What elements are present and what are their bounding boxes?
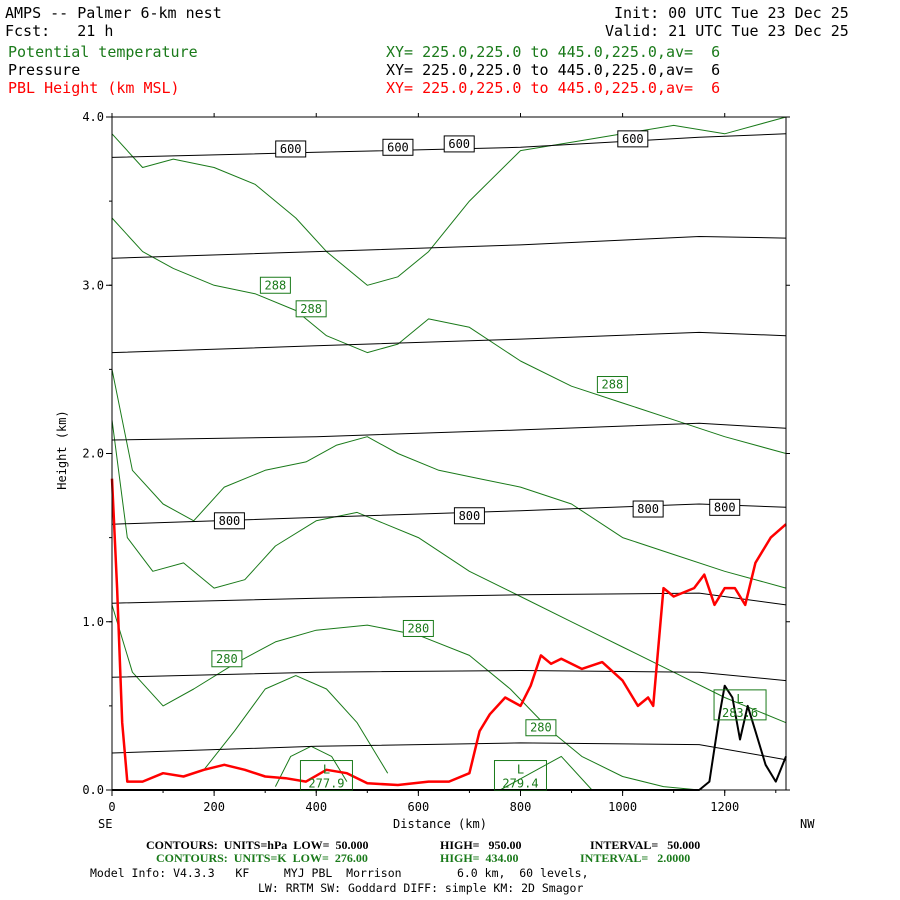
y-tick-label-0: 0.0 xyxy=(82,783,104,797)
x-tick-label-0: 0 xyxy=(108,800,115,814)
pressure-contour-650 xyxy=(111,236,787,259)
plot-frame xyxy=(111,116,787,791)
footer-physics-info: LW: RRTM SW: Goddard DIFF: simple KM: 2D… xyxy=(258,881,584,895)
svg-text:600: 600 xyxy=(448,137,470,151)
pressure-contour-750 xyxy=(111,422,787,441)
theta-contour-4 xyxy=(111,604,700,791)
theta-contour-2 xyxy=(111,369,787,589)
y-tick-label-2: 2.0 xyxy=(82,447,104,461)
contour-label-5: 800 xyxy=(453,507,485,525)
contour-label-13: 280 xyxy=(525,719,557,737)
svg-text:L: L xyxy=(517,763,524,777)
pressure-contour-850 xyxy=(111,592,787,606)
svg-text:L: L xyxy=(323,763,330,777)
theta-contour-5 xyxy=(203,675,389,774)
x-right-end-label: NW xyxy=(800,817,815,831)
field-pbl-label: PBL Height (km MSL) xyxy=(8,79,180,97)
x-left-end-label: SE xyxy=(98,817,112,831)
contour-label-2: 600 xyxy=(443,135,475,153)
svg-text:600: 600 xyxy=(280,142,302,156)
xy-theta: XY= 225.0,225.0 to 445.0,225.0,av= 6 xyxy=(386,43,721,61)
svg-text:600: 600 xyxy=(622,132,644,146)
contour-label-7: 800 xyxy=(709,498,741,516)
svg-text:800: 800 xyxy=(459,509,481,523)
field-theta-label: Potential temperature xyxy=(8,43,198,61)
footer-model-info: Model Info: V4.3.3 KF MYJ PBL Morrison 6… xyxy=(90,866,589,880)
pressure-contour-700 xyxy=(111,331,787,354)
svg-text:800: 800 xyxy=(714,500,736,514)
footer-theta-interval: INTERVAL= 2.0000 xyxy=(580,851,691,865)
xy-pbl: XY= 225.0,225.0 to 445.0,225.0,av= 6 xyxy=(386,79,721,97)
pbl-height-line xyxy=(110,478,787,787)
svg-text:288: 288 xyxy=(602,378,624,392)
terrain-line xyxy=(112,684,787,791)
footer-theta-high: HIGH= 434.00 xyxy=(440,851,519,865)
svg-text:288: 288 xyxy=(265,278,287,292)
x-tick-label-600: 600 xyxy=(408,800,430,814)
contour-label-4: 800 xyxy=(213,512,245,530)
contour-label-8: 288 xyxy=(259,276,291,294)
forecast-hour: Fcst: 21 h xyxy=(5,22,114,40)
svg-text:280: 280 xyxy=(408,621,430,635)
init-time: Init: 00 UTC Tue 23 Dec 25 xyxy=(614,4,849,22)
pressure-contour-900 xyxy=(111,670,787,682)
x-tick-label-800: 800 xyxy=(510,800,532,814)
svg-text:283.6: 283.6 xyxy=(722,706,758,720)
contour-label-10: 288 xyxy=(596,376,628,394)
x-axis-label: Distance (km) xyxy=(393,817,487,831)
pressure-contour-600 xyxy=(111,133,787,158)
x-tick-label-200: 200 xyxy=(203,800,225,814)
svg-text:288: 288 xyxy=(300,302,322,316)
xy-pressure: XY= 225.0,225.0 to 445.0,225.0,av= 6 xyxy=(386,61,721,79)
contour-label-6: 800 xyxy=(632,500,664,518)
svg-text:600: 600 xyxy=(387,140,409,154)
y-tick-label-1: 1.0 xyxy=(82,615,104,629)
contour-label-1: 600 xyxy=(382,138,414,156)
svg-text:280: 280 xyxy=(216,652,238,666)
x-tick-label-1000: 1000 xyxy=(608,800,637,814)
footer-pressure-interval: INTERVAL= 50.000 xyxy=(590,838,701,852)
y-tick-label-4: 4.0 xyxy=(82,110,104,124)
footer-pressure-high: HIGH= 950.00 xyxy=(440,838,522,852)
theta-contour-1 xyxy=(111,217,787,454)
svg-text:L: L xyxy=(736,692,743,706)
svg-text:280: 280 xyxy=(530,721,552,735)
svg-text:800: 800 xyxy=(219,514,241,528)
contour-label-3: 600 xyxy=(617,130,649,148)
x-tick-label-400: 400 xyxy=(305,800,327,814)
contour-label-11: 280 xyxy=(211,650,243,668)
y-axis-label: Height (km) xyxy=(55,410,69,489)
svg-text:279.4: 279.4 xyxy=(502,777,538,791)
valid-time: Valid: 21 UTC Tue 23 Dec 25 xyxy=(605,22,849,40)
model-title: AMPS -- Palmer 6-km nest xyxy=(5,4,222,22)
svg-text:277.9: 277.9 xyxy=(308,777,344,791)
field-pressure-label: Pressure xyxy=(8,61,81,79)
svg-text:800: 800 xyxy=(637,502,659,516)
theta-contour-3 xyxy=(111,419,787,724)
y-tick-label-3: 3.0 xyxy=(82,278,104,292)
pressure-contour-800 xyxy=(111,503,787,525)
x-tick-label-1200: 1200 xyxy=(710,800,739,814)
footer-pressure-low: CONTOURS: UNITS=hPa LOW= 50.000 xyxy=(146,838,369,852)
contour-label-0: 600 xyxy=(275,140,307,158)
contour-label-12: 280 xyxy=(402,619,434,637)
contour-label-9: 288 xyxy=(295,300,327,318)
footer-theta-low: CONTOURS: UNITS=K LOW= 276.00 xyxy=(156,851,368,865)
pressure-contour-950 xyxy=(111,742,787,761)
